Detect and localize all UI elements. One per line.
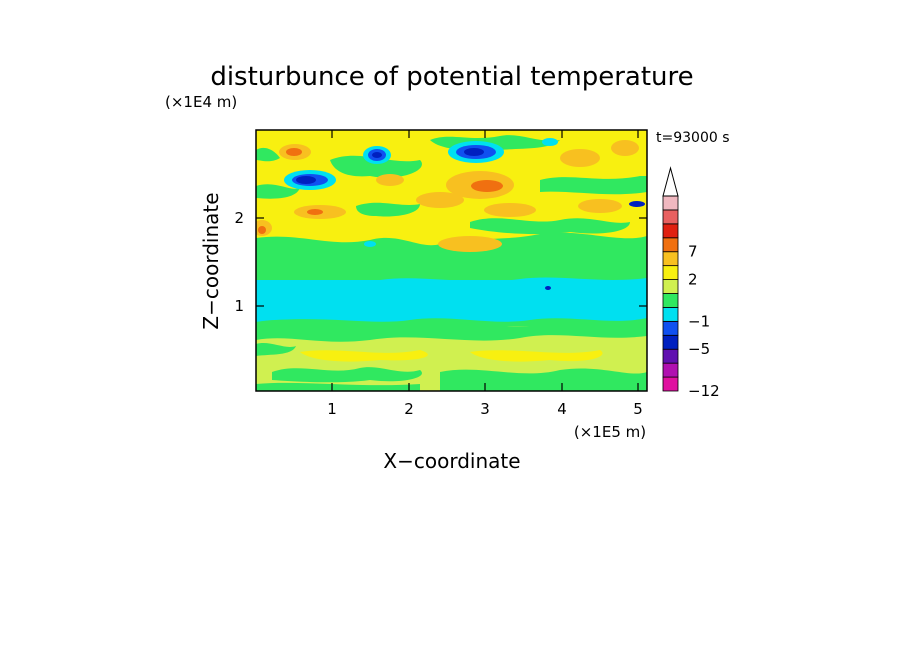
colorbar-swatch (662, 279, 679, 294)
x-tick-5: 5 (633, 400, 643, 418)
plot-frame (255, 129, 648, 392)
orange-core-1 (286, 148, 302, 156)
colorbar-swatch (662, 307, 679, 322)
orange-cell-3 (560, 149, 600, 167)
blue-cell-3-inner (464, 148, 484, 156)
blue-cell-4 (629, 201, 645, 207)
x-tick-4: 4 (557, 400, 567, 418)
colorbar-swatch (662, 334, 679, 350)
colorbar-swatch (662, 293, 679, 308)
colorbar-swatch (662, 251, 679, 267)
colorbar-swatch (662, 376, 679, 392)
orange-cell-7 (438, 236, 502, 252)
y-tick-2: 2 (234, 209, 244, 227)
colorbar-swatch (662, 320, 679, 336)
green-cyan-boundary-top (256, 255, 647, 280)
orange-core-3 (307, 209, 323, 215)
x-axis-label: X−coordinate (383, 449, 520, 473)
axis-ticks (256, 130, 647, 391)
orange-cell-10 (376, 174, 404, 186)
orange-core-4 (258, 226, 266, 234)
upper-green-layer-5 (330, 155, 422, 178)
blue-cell-2-inner (372, 152, 382, 158)
orange-cell-11 (611, 140, 639, 156)
lower-yellow-patch (300, 350, 428, 362)
colorbar-extend-arrow (662, 166, 679, 197)
lower-green-streak-2 (440, 368, 647, 391)
cyan-dot-1 (364, 241, 376, 247)
colorbar: −12−5−127 (662, 166, 720, 400)
y-unit-label: (×1E4 m) (165, 93, 237, 111)
colorbar-swatch (662, 362, 679, 378)
lower-yellow-patch-2 (470, 350, 603, 362)
upper-green-layer-2 (470, 218, 630, 235)
blue-cell-1-inner (296, 176, 316, 184)
contour-field (256, 130, 647, 391)
lower-green-streak-4 (256, 343, 296, 356)
x-unit-label: (×1E5 m) (574, 423, 646, 441)
x-tick-1: 1 (327, 400, 337, 418)
upper-green-layer-8 (256, 147, 280, 162)
cyan-wave-bottom (256, 300, 647, 322)
y-axis-label: Z−coordinate (199, 192, 223, 329)
lower-green-streak-1 (272, 367, 422, 383)
x-tick-labels: 1 2 3 4 5 (327, 400, 643, 418)
colorbar-swatch (662, 265, 679, 280)
x-tick-2: 2 (404, 400, 414, 418)
orange-cell-4 (416, 192, 464, 208)
green-lower-wave (256, 319, 647, 342)
lower-green-streak-3 (256, 382, 420, 391)
colorbar-swatch (662, 209, 679, 225)
colorbar-swatch (662, 195, 679, 211)
colorbar-swatch (662, 348, 679, 364)
colorbar-tick-label: −5 (688, 340, 710, 358)
orange-cell-6 (484, 203, 536, 217)
time-label: t=93000 s (656, 130, 730, 146)
upper-green-layer-6 (540, 176, 647, 195)
colorbar-swatch (662, 237, 679, 253)
orange-cell-8 (578, 199, 622, 213)
colorbar-tick-label: −1 (688, 312, 710, 330)
x-tick-3: 3 (480, 400, 490, 418)
y-tick-1: 1 (234, 297, 244, 315)
y-tick-labels: 1 2 (234, 209, 244, 315)
orange-core-2 (471, 180, 503, 192)
colorbar-tick-label: 2 (688, 271, 698, 289)
blue-dot-1 (545, 286, 551, 290)
chart-title: disturbunce of potential temperature (210, 62, 693, 92)
upper-green-layer-4 (256, 184, 300, 199)
cyan-wave-top (256, 277, 647, 300)
colorbar-tick-label: 7 (688, 243, 698, 261)
colorbar-tick-label: −12 (688, 382, 720, 400)
cyan-dot-2 (542, 138, 558, 146)
upper-green-layer-3 (356, 202, 420, 217)
colorbar-swatch (662, 223, 679, 239)
